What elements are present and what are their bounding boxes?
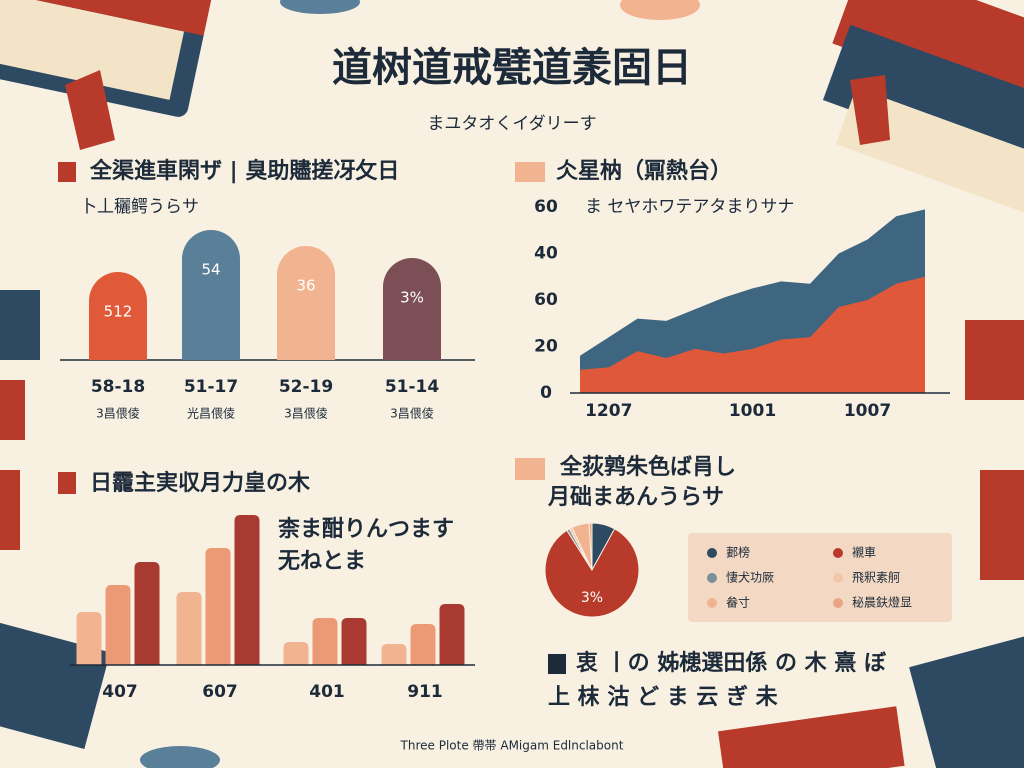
x-tick-label: 1007: [844, 401, 891, 421]
chart-subtitle: 月础まあんうらサ: [547, 485, 724, 510]
legend-swatch: [833, 548, 843, 558]
legend-label: 悽犬功厥: [726, 571, 774, 585]
bar: [381, 644, 407, 665]
annotation: 无ねとま: [278, 549, 366, 574]
bar: [410, 624, 436, 665]
bar: [76, 612, 102, 665]
x-tick-label: 1001: [729, 401, 776, 421]
x-tick-label: 401: [309, 682, 345, 702]
x-tick-label: 1207: [585, 401, 632, 421]
x-tick-label: 51-17: [184, 377, 238, 397]
legend-swatch: [707, 548, 717, 558]
legend-swatch: [707, 598, 717, 608]
chart-subtitle: ま セヤホワテアタまりサナ: [585, 197, 794, 217]
legend-swatch: [707, 573, 717, 583]
bar: [383, 258, 441, 360]
pie-slice: [588, 522, 593, 571]
chart-title: 仌星枘（鼏熱台）: [556, 158, 732, 184]
bar-label: 512: [104, 303, 133, 321]
bar: [277, 246, 335, 360]
x-tick-label: 52-19: [279, 377, 333, 397]
chart-title: 全渠進車閑ザ | 臭助贐搓冴攵日: [89, 158, 399, 184]
x-tick-label: 58-18: [91, 377, 145, 397]
x-tick-label: 911: [407, 682, 443, 702]
x-sublabel: 3昌偎倰: [284, 406, 328, 421]
bar: [283, 642, 309, 665]
y-tick-label: 60: [534, 197, 558, 217]
y-tick-label: 0: [540, 383, 552, 403]
y-tick-label: 40: [534, 244, 558, 264]
bar: [234, 515, 260, 665]
pie-label: 3%: [581, 590, 603, 606]
chart-title: 日靇主実収月力皇の木: [90, 470, 311, 496]
legend-label: 秘晨鈇燈显: [852, 595, 912, 610]
bar: [439, 604, 465, 665]
bar: [134, 562, 160, 665]
bar: [341, 618, 367, 665]
area: [580, 276, 925, 393]
bar-label: 36: [296, 277, 315, 295]
annotation: 柰ま酣りんつます: [278, 516, 454, 542]
notes-subtitle: 上 枺 沽 ど ま 云 ぎ 未: [548, 684, 778, 710]
y-tick-label: 20: [534, 337, 558, 357]
chart-subtitle: 卜丄穲鳄うらサ: [80, 197, 199, 217]
legend-label: 襯車: [852, 545, 876, 560]
title: 道树道戒甓道羕固日: [332, 45, 692, 91]
legend-label: 畚寸: [726, 595, 750, 610]
legend-swatch: [833, 573, 843, 583]
x-sublabel: 光昌偎倰: [187, 406, 235, 421]
bar: [89, 272, 147, 360]
chart-title: 全荻鹑朱色ば肙し: [559, 454, 736, 480]
bar: [312, 618, 338, 665]
pie-slice: [544, 528, 640, 618]
y-tick-label: 60: [534, 290, 558, 310]
bar: [105, 585, 131, 665]
subtitle: まユタオくイダリーす: [427, 114, 596, 134]
bar: [176, 592, 202, 665]
legend-label: 郪榜: [726, 545, 750, 560]
x-sublabel: 3昌偎倰: [390, 406, 434, 421]
notes-title: 衷 丨の 姊槵選田係 の 木 熹 ぼ: [576, 650, 887, 676]
bar: [205, 548, 231, 665]
footer: Three Plote 帶帯 AMigam Edlnclabont: [400, 739, 624, 753]
x-tick-label: 407: [102, 682, 138, 702]
legend-label: 飛釈素舸: [852, 570, 900, 585]
x-tick-label: 607: [202, 682, 238, 702]
x-tick-label: 51-14: [385, 377, 440, 397]
bar-label: 54: [201, 261, 220, 279]
bar: [182, 230, 240, 360]
x-sublabel: 3昌偎倰: [96, 406, 140, 421]
bar-label: 3%: [400, 289, 424, 307]
legend-swatch: [833, 598, 843, 608]
